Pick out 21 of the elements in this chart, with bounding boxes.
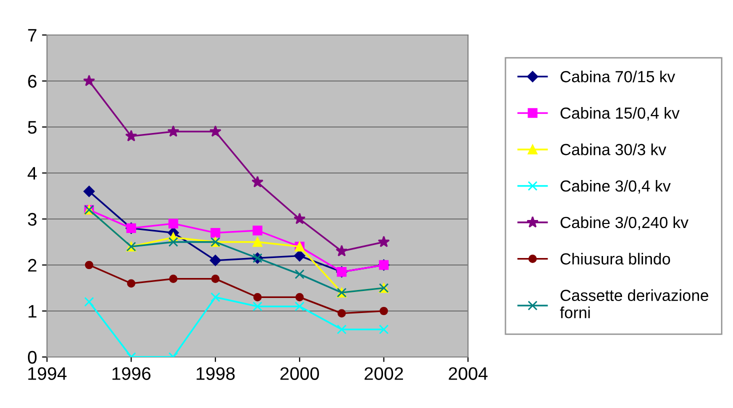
y-tick-label: 7 <box>28 29 36 42</box>
legend-label: Cabina 30/3 kv <box>560 144 666 156</box>
legend-label: Chiusura blindo <box>560 252 670 265</box>
x-tick-label: 1996 <box>112 367 150 380</box>
y-tick-label: 1 <box>28 305 36 318</box>
x-tick-label: 1998 <box>196 367 235 380</box>
x-tick-label: 1994 <box>28 367 67 380</box>
legend-label: Cabina 15/0,4 kv <box>560 107 680 121</box>
y-tick-label: 5 <box>28 121 37 134</box>
y-tick-label: 6 <box>28 74 36 88</box>
y-tick-label: 0 <box>28 350 37 364</box>
legend-label: Cabina 70/15 kv <box>560 70 676 82</box>
y-tick-label: 2 <box>28 258 36 272</box>
legend-label: Cabine 3/0,240 kv <box>560 216 688 230</box>
x-tick-label: 2000 <box>280 367 319 380</box>
x-tick-label: 2002 <box>364 367 403 380</box>
x-tick-label: 2004 <box>448 367 488 380</box>
y-tick-label: 4 <box>28 167 37 180</box>
y-tick-label: 3 <box>28 212 36 226</box>
legend-label: Cabine 3/0,4 kv <box>560 180 671 194</box>
legend-label: Cassette derivazione forni <box>560 289 708 318</box>
